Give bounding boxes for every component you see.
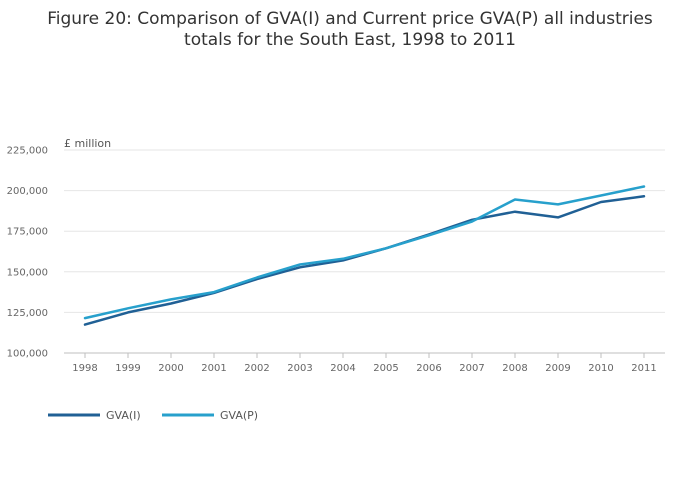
y-tick-label: 125,000	[7, 308, 48, 319]
x-tick-label: 2005	[373, 363, 398, 374]
x-tick-label: 2009	[545, 363, 570, 374]
grid-lines	[64, 149, 665, 354]
legend-label-gva-i: GVA(I)	[106, 409, 141, 422]
y-unit-label: £ million	[64, 137, 111, 150]
x-tick-label: 2010	[588, 363, 613, 374]
x-tick-label: 2000	[158, 363, 183, 374]
y-tick-label: 200,000	[7, 186, 48, 197]
x-tick-label: 2003	[287, 363, 312, 374]
x-axis: 1998 1999 2000 2001 2002 2003 2004 2005 2006 2007…	[72, 353, 657, 374]
legend: GVA(I) GVA(P)	[48, 409, 258, 422]
x-tick-label: 2002	[244, 363, 269, 374]
x-tick-label: 2006	[416, 363, 441, 374]
y-tick-label: 100,000	[7, 349, 48, 360]
y-tick-label: 225,000	[7, 146, 48, 157]
series-line-gva-i	[83, 195, 646, 326]
x-tick-label: 2007	[459, 363, 484, 374]
x-tick-label: 2011	[631, 363, 656, 374]
chart-title-line-2: totals for the South East, 1998 to 2011	[184, 30, 516, 50]
legend-label-gva-p: GVA(P)	[220, 409, 258, 422]
x-tick-label: 2001	[201, 363, 226, 374]
y-axis: 100,000 125,000 150,000 175,000 200,000 225,0…	[7, 146, 48, 360]
x-tick-label: 1999	[115, 363, 140, 374]
y-tick-label: 150,000	[7, 267, 48, 278]
series-lines	[83, 185, 646, 326]
x-tick-label: 2008	[502, 363, 527, 374]
x-tick-label: 2004	[330, 363, 355, 374]
chart-title-line-1: Figure 20: Comparison of GVA(I) and Curr…	[47, 9, 653, 29]
x-tick-label: 1998	[72, 363, 97, 374]
y-tick-label: 175,000	[7, 227, 48, 238]
series-line-gva-p	[83, 185, 646, 320]
